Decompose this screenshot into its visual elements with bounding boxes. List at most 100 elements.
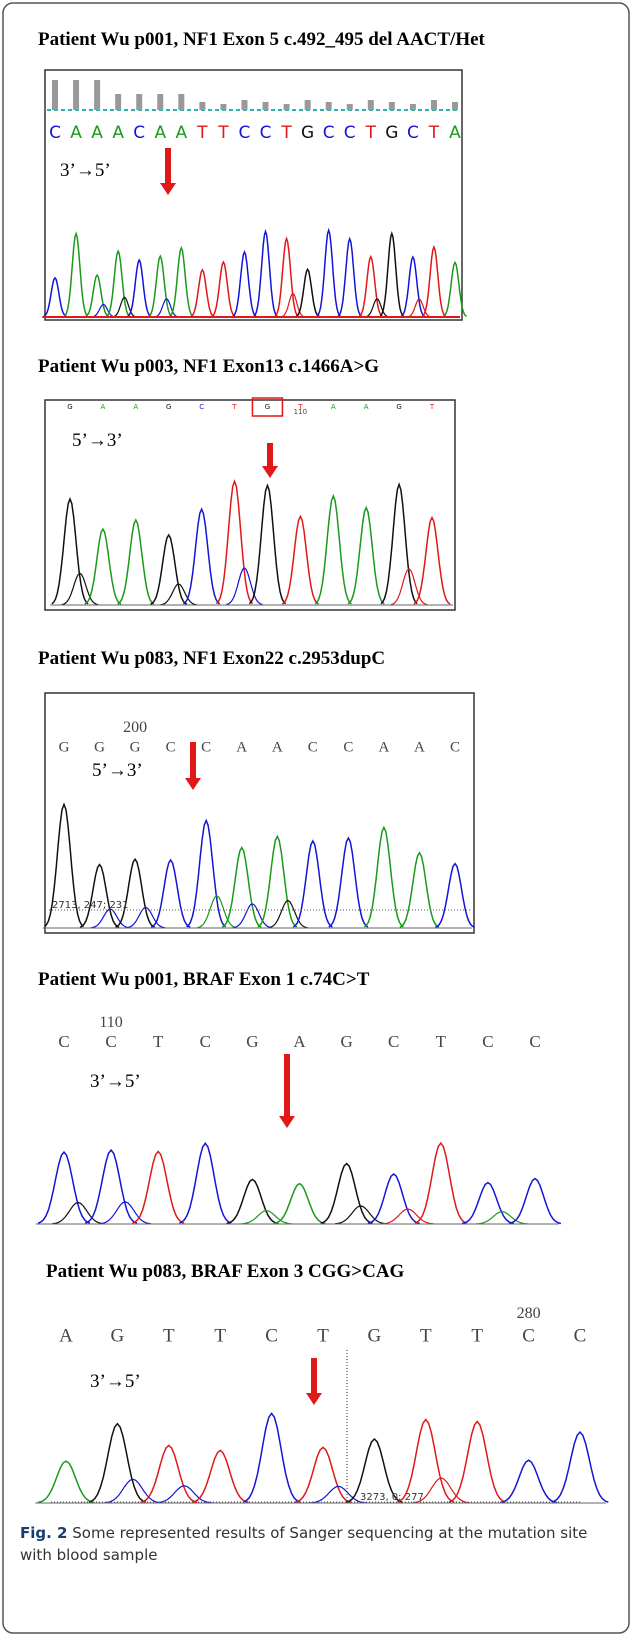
base-call: A	[378, 739, 389, 755]
base-call: C	[323, 123, 335, 143]
trace-peak	[184, 509, 220, 604]
read-direction: 3’→5’	[60, 160, 111, 181]
base-call: G	[246, 1032, 258, 1051]
base-call: A	[293, 1032, 306, 1051]
quality-bar	[347, 104, 353, 110]
trace-peak	[462, 1183, 514, 1224]
base-call: T	[365, 123, 377, 143]
trace-peak	[89, 1424, 146, 1502]
figure: Patient Wu p001, NF1 Exon 5 c.492_495 de…	[0, 0, 633, 1640]
base-call: A	[91, 123, 103, 143]
mutation-arrow-shaft	[267, 443, 273, 468]
base-call: T	[471, 1325, 483, 1346]
trace-peak	[170, 248, 193, 316]
trace-peak	[116, 859, 155, 927]
trace-peak	[368, 1174, 420, 1223]
quality-bar	[241, 100, 247, 110]
trace-peak	[295, 1447, 352, 1502]
quality-bar	[220, 104, 226, 110]
panel-title: Patient Wu p001, NF1 Exon 5 c.492_495 de…	[38, 29, 486, 50]
trace-peak	[249, 486, 285, 604]
quality-bar	[73, 80, 79, 110]
trace-peak	[243, 1413, 300, 1502]
trace-peak	[315, 496, 351, 604]
trace-peak	[321, 1164, 373, 1224]
base-call: T	[317, 1325, 329, 1346]
mutation-arrow-head	[306, 1393, 322, 1405]
base-call: A	[101, 403, 106, 411]
mutation-arrow-head	[262, 466, 278, 478]
read-direction: 3’→5’	[90, 1371, 141, 1392]
base-call: C	[407, 123, 419, 143]
base-call: A	[70, 123, 82, 143]
base-call: T	[428, 123, 440, 143]
trace-peak	[415, 1143, 467, 1223]
quality-bar	[178, 94, 184, 110]
trace-peak	[38, 1461, 95, 1502]
trace-peak	[338, 239, 361, 316]
baseline-label: 2713, 247; 231	[52, 900, 129, 911]
mutation-arrow-shaft	[284, 1054, 290, 1118]
base-call: T	[163, 1325, 175, 1346]
page: Patient Wu p001, NF1 Exon 5 c.492_495 de…	[0, 0, 633, 1640]
caption-label: Fig. 2	[20, 1524, 67, 1542]
quality-bar	[305, 100, 311, 110]
trace-peak	[151, 860, 190, 927]
trace-peak	[86, 275, 109, 316]
caption: Fig. 2 Some represented results of Sange…	[20, 1522, 610, 1566]
trace-peak	[449, 1422, 506, 1503]
trace-peak	[422, 247, 445, 316]
trace-peak	[398, 1420, 455, 1503]
base-call: C	[265, 1325, 278, 1346]
base-call: C	[200, 1032, 211, 1051]
quality-bar	[52, 80, 58, 110]
base-call: C	[450, 739, 460, 755]
trace-peak	[443, 262, 466, 316]
panel-title: Patient Wu p003, NF1 Exon13 c.1466A>G	[38, 356, 379, 377]
chromatogram-box	[45, 70, 462, 320]
base-call: C	[49, 123, 61, 143]
base-call: G	[130, 739, 141, 755]
base-position: 200	[123, 719, 147, 736]
trace-peak	[216, 481, 252, 603]
trace-peak	[509, 1179, 561, 1224]
trace-peak	[192, 1450, 249, 1502]
trace-peak	[187, 821, 226, 927]
quality-bar	[284, 104, 290, 110]
base-call: T	[153, 1032, 164, 1051]
caption-text: Some represented results of Sanger seque…	[20, 1524, 587, 1564]
trace-peak	[275, 239, 298, 317]
trace-peak	[149, 256, 172, 316]
base-call: T	[420, 1325, 432, 1346]
base-call: G	[67, 403, 72, 411]
quality-bar	[410, 104, 416, 110]
trace-peak	[227, 1179, 279, 1223]
base-call: A	[364, 403, 369, 411]
base-call: A	[112, 123, 124, 143]
base-call: G	[340, 1032, 352, 1051]
base-call: C	[574, 1325, 587, 1346]
mutation-arrow-head	[185, 778, 201, 790]
base-call: T	[436, 1032, 447, 1051]
base-call: C	[199, 403, 204, 411]
base-call: A	[331, 403, 336, 411]
base-call: G	[301, 123, 314, 143]
base-call: C	[344, 123, 356, 143]
trace-peak	[80, 865, 119, 928]
trace-peak	[435, 864, 474, 928]
trace-peak	[212, 262, 235, 316]
base-call: C	[529, 1032, 540, 1051]
trace-peak	[400, 853, 439, 928]
base-call: A	[236, 739, 247, 755]
trace-peak	[317, 230, 340, 316]
base-call: T	[217, 123, 229, 143]
quality-bar	[136, 94, 142, 110]
trace-peak	[359, 257, 382, 317]
quality-bar	[263, 102, 269, 110]
quality-bar	[199, 102, 205, 110]
trace-peak	[282, 516, 318, 604]
mutation-arrow-shaft	[190, 742, 196, 780]
base-call: A	[133, 403, 138, 411]
mutation-arrow-head	[160, 183, 176, 195]
trace-peak	[52, 499, 88, 604]
